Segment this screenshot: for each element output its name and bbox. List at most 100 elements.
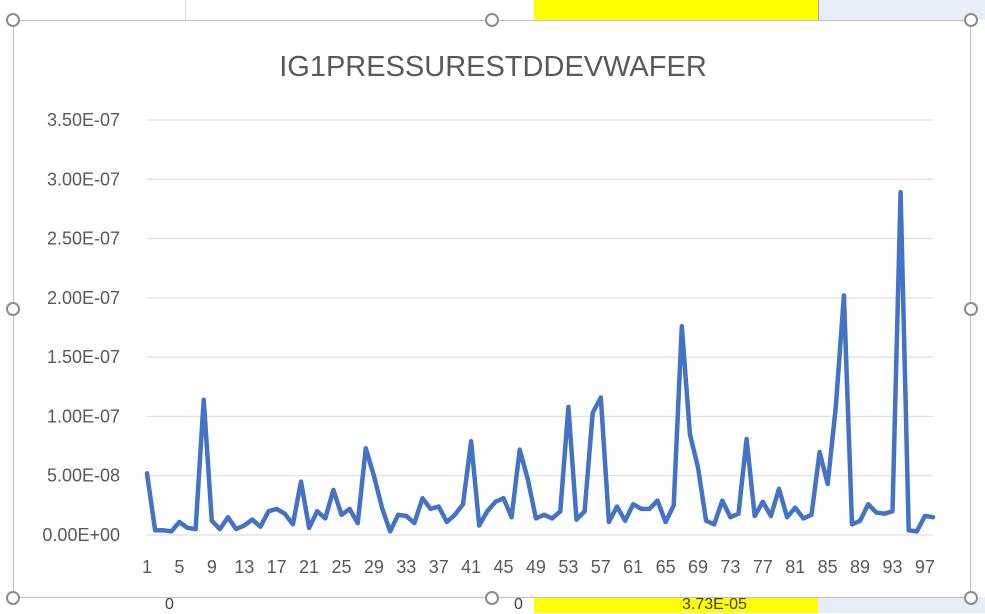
data-point[interactable]	[209, 518, 214, 523]
data-point[interactable]	[201, 397, 206, 402]
data-point[interactable]	[509, 515, 514, 520]
data-point[interactable]	[533, 516, 538, 521]
data-point[interactable]	[598, 395, 603, 400]
data-point[interactable]	[331, 487, 336, 492]
series-line[interactable]	[144, 190, 936, 534]
data-point[interactable]	[671, 503, 676, 508]
data-point[interactable]	[890, 509, 895, 514]
data-point[interactable]	[226, 515, 230, 520]
data-point[interactable]	[323, 516, 328, 521]
data-point[interactable]	[801, 516, 806, 521]
data-point[interactable]	[404, 514, 409, 518]
data-point[interactable]	[485, 509, 490, 514]
data-point[interactable]	[793, 505, 798, 510]
data-point[interactable]	[525, 477, 530, 482]
data-point[interactable]	[307, 525, 312, 530]
resize-handle-bottom-left[interactable]	[6, 591, 20, 605]
data-point[interactable]	[931, 515, 935, 520]
data-point[interactable]	[145, 471, 149, 476]
data-point[interactable]	[177, 520, 182, 524]
resize-handle-bottom-right[interactable]	[964, 591, 978, 605]
data-point[interactable]	[493, 499, 498, 504]
data-point[interactable]	[874, 510, 879, 515]
data-point[interactable]	[258, 524, 263, 529]
data-point[interactable]	[185, 525, 190, 530]
data-point[interactable]	[193, 527, 198, 532]
data-point[interactable]	[639, 506, 644, 511]
data-point[interactable]	[615, 504, 619, 509]
data-point[interactable]	[752, 514, 757, 518]
data-point[interactable]	[785, 515, 790, 520]
data-point[interactable]	[679, 324, 684, 329]
data-point[interactable]	[169, 529, 174, 534]
cell-bottom-yellow[interactable]	[534, 597, 818, 613]
data-point[interactable]	[436, 504, 441, 509]
data-point[interactable]	[914, 529, 919, 534]
data-point[interactable]	[234, 527, 239, 532]
data-point[interactable]	[452, 512, 457, 517]
cell-top-left[interactable]	[0, 0, 186, 20]
data-point[interactable]	[388, 529, 393, 534]
data-point[interactable]	[825, 482, 830, 486]
data-point[interactable]	[153, 528, 158, 533]
data-point[interactable]	[687, 432, 692, 437]
data-point[interactable]	[420, 496, 425, 501]
data-point[interactable]	[777, 486, 781, 491]
data-point[interactable]	[720, 498, 725, 503]
data-point[interactable]	[501, 496, 506, 501]
data-point[interactable]	[217, 527, 222, 532]
data-point[interactable]	[274, 506, 279, 511]
cell-bottom-selected[interactable]	[818, 597, 985, 613]
data-point[interactable]	[898, 190, 903, 195]
data-point[interactable]	[266, 509, 271, 514]
data-point[interactable]	[768, 514, 773, 518]
data-point[interactable]	[250, 517, 255, 522]
data-point[interactable]	[906, 528, 911, 533]
data-point[interactable]	[161, 528, 166, 533]
data-point[interactable]	[542, 512, 547, 517]
data-point[interactable]	[882, 511, 887, 516]
data-point[interactable]	[517, 447, 522, 452]
data-point[interactable]	[469, 439, 474, 444]
data-point[interactable]	[242, 523, 247, 528]
data-point[interactable]	[858, 518, 863, 523]
data-point[interactable]	[817, 450, 822, 454]
data-point[interactable]	[299, 479, 303, 484]
data-point[interactable]	[736, 511, 741, 516]
data-point[interactable]	[606, 520, 611, 524]
data-point[interactable]	[866, 502, 871, 507]
data-point[interactable]	[282, 511, 287, 516]
data-point[interactable]	[428, 506, 433, 511]
data-point[interactable]	[339, 512, 344, 517]
data-point[interactable]	[290, 522, 295, 527]
data-point[interactable]	[315, 509, 320, 514]
data-point[interactable]	[347, 506, 352, 511]
resize-handle-bottom-center[interactable]	[485, 591, 499, 605]
data-point[interactable]	[396, 512, 401, 517]
data-point[interactable]	[371, 473, 376, 478]
data-point[interactable]	[922, 514, 927, 518]
resize-handle-top-center[interactable]	[485, 13, 499, 27]
resize-handle-middle-right[interactable]	[964, 302, 978, 316]
resize-handle-top-left[interactable]	[6, 13, 20, 27]
data-point[interactable]	[744, 437, 749, 441]
data-point[interactable]	[850, 522, 854, 527]
data-point[interactable]	[841, 293, 846, 298]
data-point[interactable]	[574, 517, 579, 522]
data-point[interactable]	[550, 516, 555, 521]
resize-handle-middle-left[interactable]	[6, 302, 20, 316]
data-point[interactable]	[461, 502, 465, 507]
data-point[interactable]	[728, 515, 733, 520]
data-point[interactable]	[558, 509, 563, 514]
data-point[interactable]	[444, 520, 449, 524]
data-point[interactable]	[760, 499, 765, 504]
data-point[interactable]	[647, 506, 652, 511]
data-point[interactable]	[566, 404, 571, 409]
data-point[interactable]	[696, 465, 700, 470]
data-point[interactable]	[477, 523, 482, 528]
data-point[interactable]	[704, 518, 709, 523]
cell-top-yellow[interactable]	[534, 0, 818, 20]
data-point[interactable]	[363, 446, 368, 451]
data-point[interactable]	[809, 512, 814, 517]
data-point[interactable]	[631, 502, 636, 507]
